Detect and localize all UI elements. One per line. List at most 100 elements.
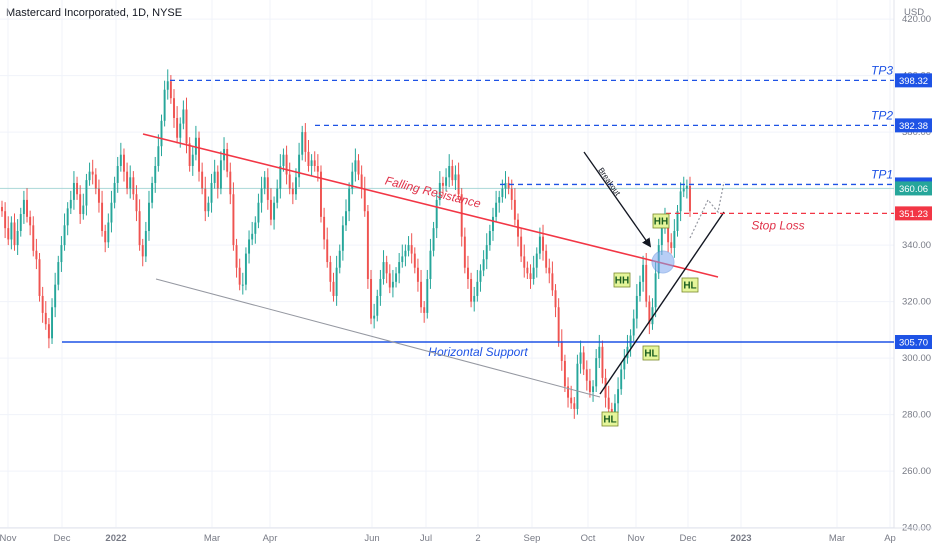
candle-body [395, 273, 398, 282]
candle-body [241, 284, 244, 286]
candle-body [598, 346, 601, 359]
price-badge [895, 73, 932, 88]
tp2-label: TP2 [871, 108, 893, 122]
candle-body [376, 295, 379, 316]
y-tick-label: 300.00 [902, 353, 931, 364]
candle-body [238, 267, 241, 285]
candle-body [207, 202, 210, 212]
candle-body [398, 262, 401, 274]
swing-label-hh: HH [615, 276, 629, 287]
candle-body [213, 171, 216, 183]
candle-body [642, 264, 645, 282]
candle-body [404, 250, 407, 257]
candle-body [113, 182, 116, 203]
swing-label-box [652, 213, 670, 229]
x-tick-label: Nov [0, 533, 17, 544]
y-tick-label: 280.00 [902, 410, 931, 421]
candle-body [19, 214, 22, 231]
candle-body [10, 222, 13, 240]
candle-body [304, 132, 307, 152]
candle-body [79, 194, 82, 215]
candle-body [320, 171, 322, 217]
candle-body [585, 369, 588, 381]
y-axis-unit: USD [904, 7, 924, 18]
breakout-circle [651, 250, 675, 274]
x-tick-label: 2 [475, 533, 480, 544]
candle-body [251, 233, 254, 240]
candle-body [1, 206, 3, 212]
candle-body [204, 188, 207, 212]
candle-body [88, 171, 91, 181]
candle-body [129, 177, 132, 189]
candle-body [689, 185, 691, 212]
candle-body [294, 177, 297, 195]
falling-resistance-label: Falling Resistance [384, 173, 483, 210]
candle-body [466, 267, 469, 280]
tp1-label: TP1 [871, 167, 893, 181]
candle-body [29, 216, 32, 226]
candle-body [648, 301, 651, 325]
candle-body [551, 273, 554, 291]
price-badge [895, 118, 932, 133]
stop-loss-label: Stop Loss [751, 218, 804, 232]
swing-label-hl: HL [603, 415, 616, 426]
breakout-label: Breakout [596, 166, 622, 198]
candle-body [638, 281, 641, 296]
candle-body [529, 273, 532, 280]
candle-body [542, 236, 544, 251]
candle-body [617, 389, 620, 404]
candle-body [432, 228, 435, 251]
candle-body [495, 202, 498, 217]
candle-body [517, 219, 519, 237]
candle-body [122, 154, 125, 172]
candle-body [119, 154, 122, 167]
candle-body [13, 222, 16, 246]
candle-body [216, 171, 219, 189]
candle-body [354, 160, 357, 172]
price-badge [895, 181, 932, 196]
candle-body [229, 171, 232, 195]
x-tick-label: Sep [524, 533, 541, 544]
x-tick-label: Dec [680, 533, 697, 544]
candle-body [341, 225, 344, 251]
candle-body [632, 318, 635, 336]
candle-body [332, 281, 335, 296]
candle-body [248, 239, 251, 254]
price-badge-label: 398.32 [899, 76, 928, 87]
candle-body [426, 279, 429, 313]
candle-body [132, 177, 135, 195]
candle-body [138, 211, 141, 246]
candle-body [313, 160, 316, 167]
candle-body [32, 225, 35, 251]
candle-body [366, 211, 369, 280]
candle-body [345, 211, 347, 226]
candle-body [651, 307, 654, 325]
candle-body [373, 315, 376, 319]
candle-body [523, 256, 526, 268]
candle-body [60, 245, 63, 263]
candle-body [69, 199, 72, 209]
candle-body [201, 171, 204, 189]
x-tick-label: Oct [581, 533, 596, 544]
candle-body [166, 81, 169, 90]
candle-body [282, 154, 285, 167]
candle-body [438, 182, 441, 200]
candle-body [335, 267, 338, 296]
candle-body [385, 262, 388, 274]
candle-body [595, 358, 598, 387]
x-tick-label: Dec [54, 533, 71, 544]
candle-body [538, 236, 541, 254]
x-tick-label: Ap [884, 533, 896, 544]
candle-body [479, 270, 482, 282]
candle-body [545, 250, 548, 268]
candle-body [488, 230, 491, 246]
price-badge [895, 206, 932, 221]
projection-path [689, 181, 725, 239]
candle-body [226, 149, 229, 172]
candle-body [7, 228, 10, 240]
price-badge-label: 360.06 [899, 184, 928, 195]
candle-body [298, 154, 301, 178]
candle-body [357, 160, 360, 175]
price-badge-label: 305.70 [899, 338, 928, 349]
